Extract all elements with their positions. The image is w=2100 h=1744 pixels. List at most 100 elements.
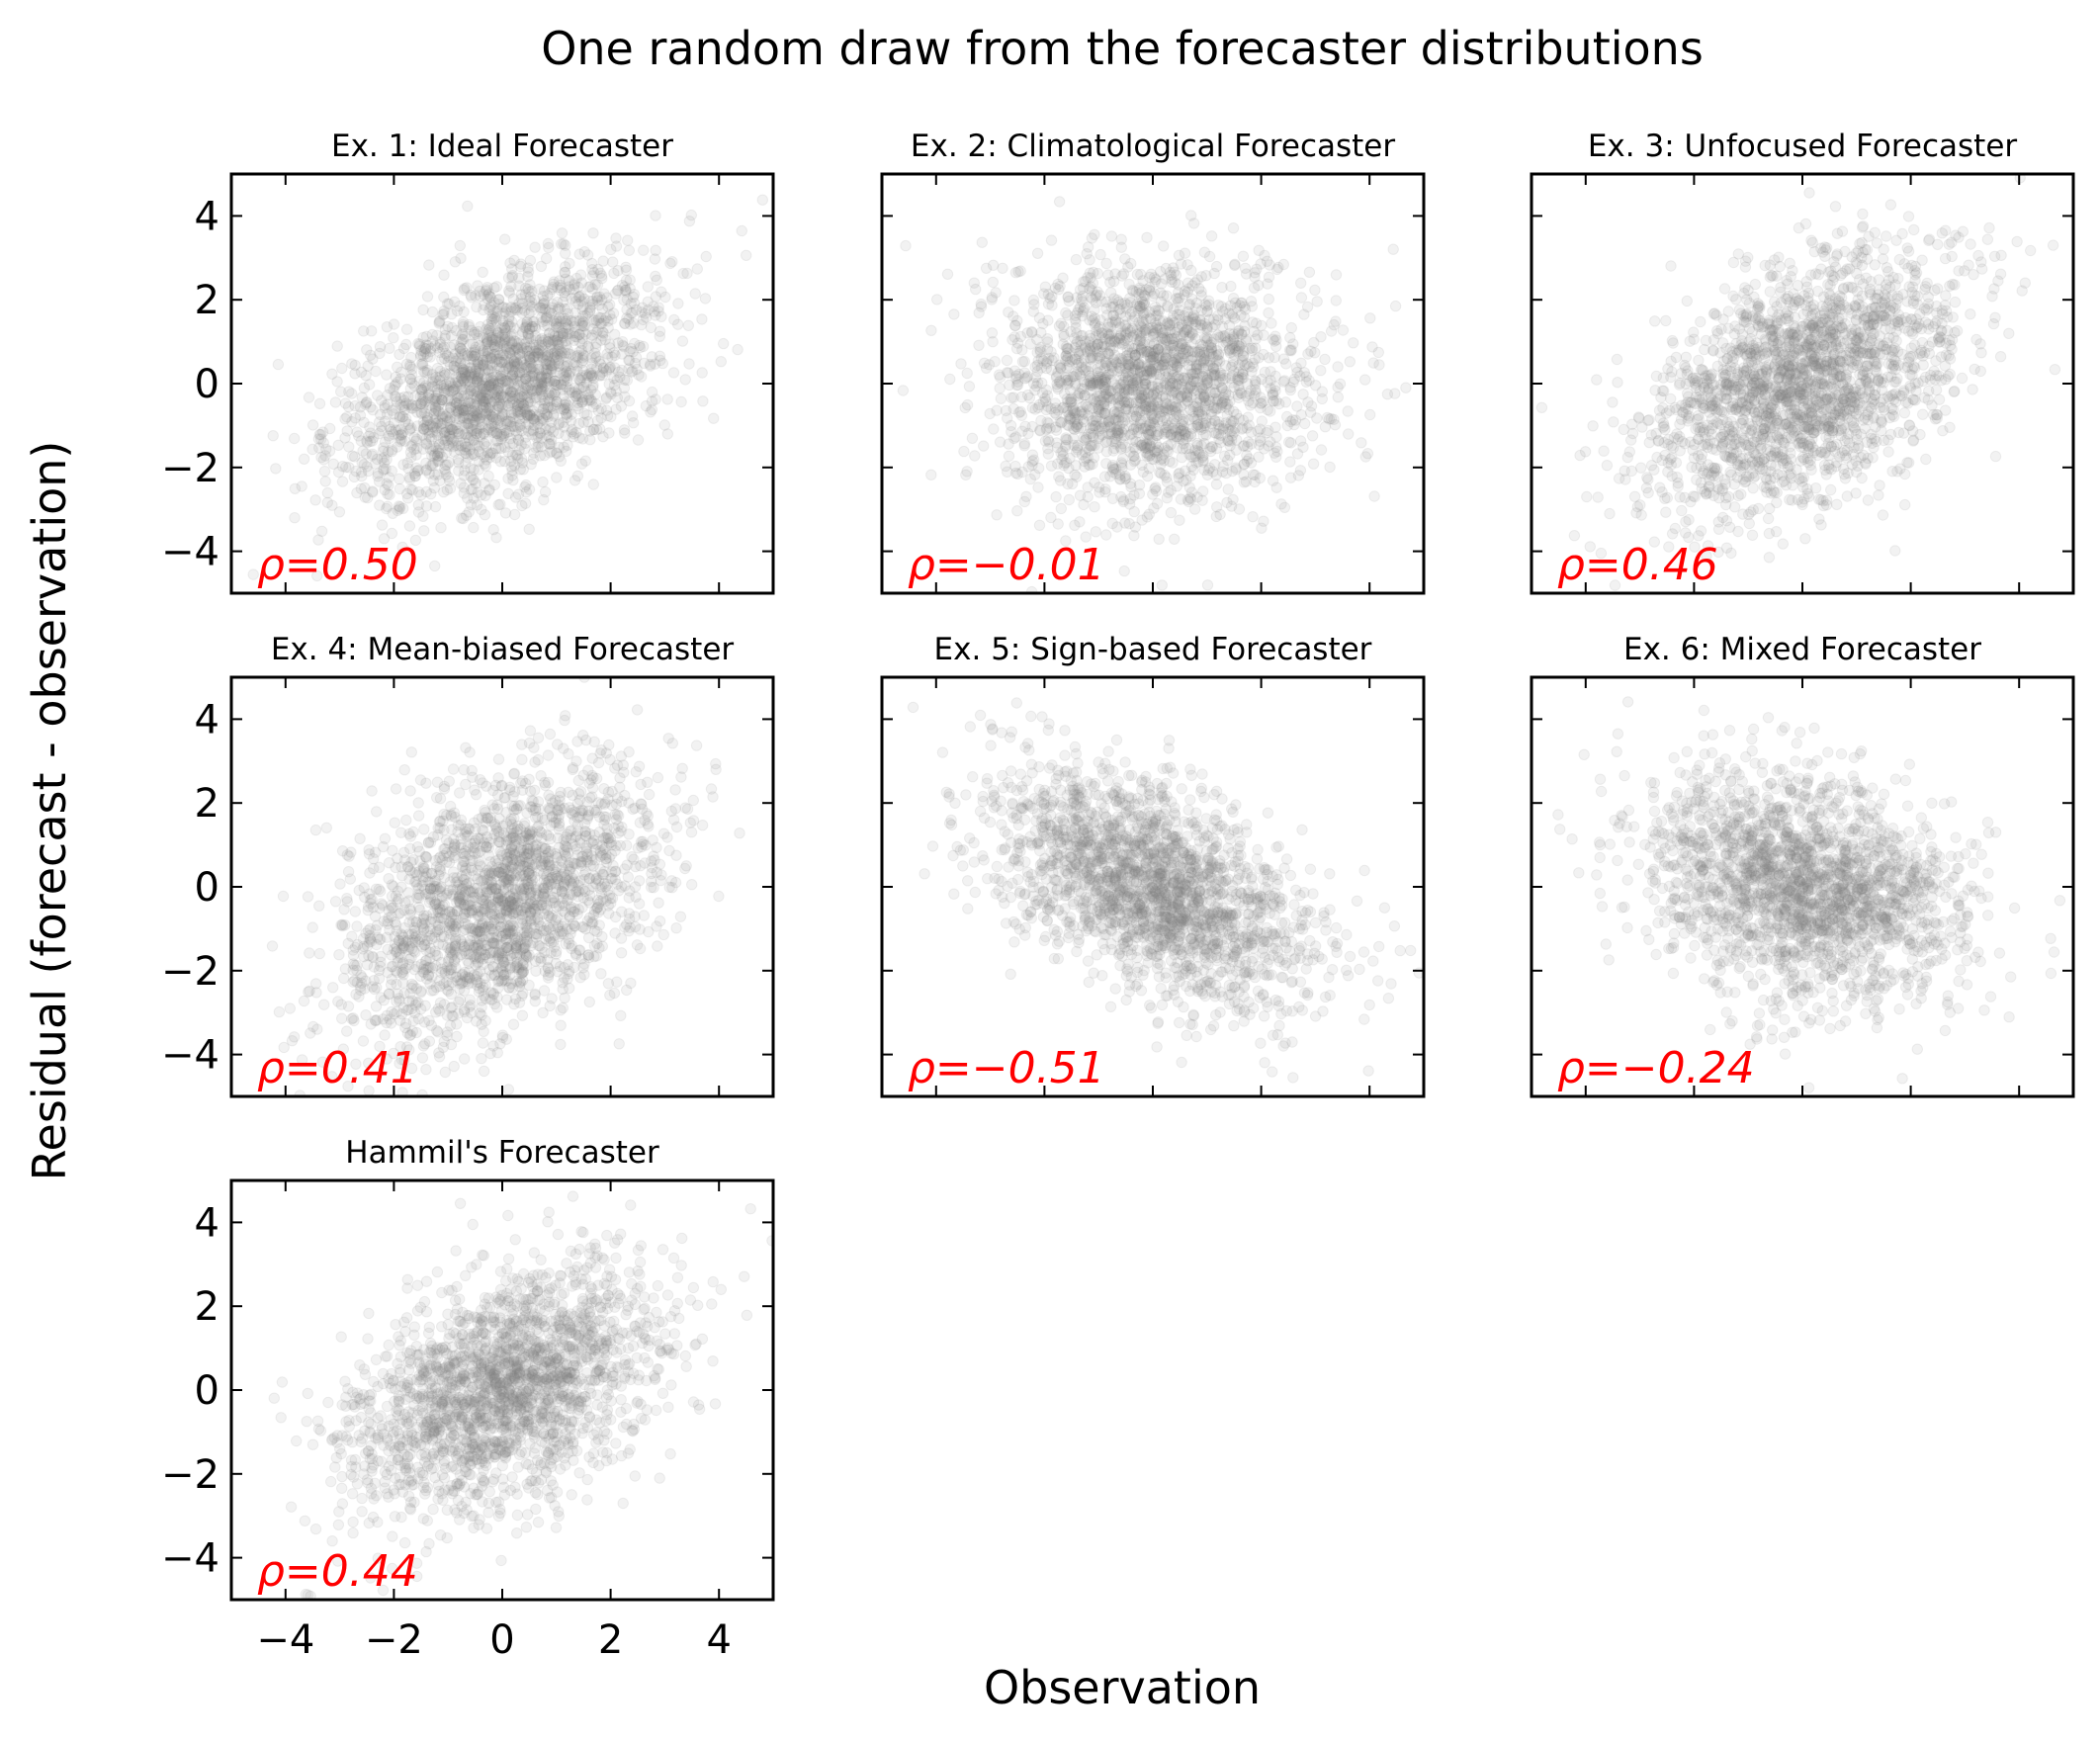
scatter-point	[1192, 392, 1205, 404]
scatter-point	[1055, 502, 1068, 515]
scatter-point	[397, 459, 409, 471]
scatter-point	[433, 317, 445, 329]
scatter-point	[530, 345, 542, 357]
scatter-point	[529, 320, 541, 332]
scatter-point	[409, 470, 421, 482]
scatter-point	[559, 266, 570, 279]
scatter-point	[542, 237, 555, 250]
scatter-point	[498, 302, 510, 313]
scatter-point	[576, 332, 588, 345]
scatter-point	[477, 377, 488, 389]
scatter-point	[1263, 440, 1274, 452]
scatter-point	[1058, 330, 1070, 343]
scatter-point	[1072, 418, 1084, 430]
scatter-point	[462, 349, 474, 361]
scatter-point	[628, 317, 640, 329]
scatter-point	[453, 377, 465, 389]
scatter-point	[1122, 384, 1135, 396]
scatter-point	[501, 375, 513, 388]
scatter-point	[439, 459, 452, 472]
scatter-point	[637, 340, 650, 353]
scatter-point	[1117, 268, 1130, 280]
scatter-point	[569, 278, 580, 290]
scatter-point	[604, 342, 616, 354]
scatter-point	[378, 442, 390, 454]
scatter-point	[472, 486, 483, 498]
scatter-point	[537, 303, 549, 314]
scatter-point	[535, 371, 548, 384]
scatter-point	[498, 430, 510, 442]
scatter-point	[441, 426, 453, 438]
scatter-point	[451, 305, 464, 317]
scatter-point	[1238, 325, 1251, 337]
scatter-point	[554, 367, 566, 379]
scatter-point	[491, 390, 504, 401]
scatter-point	[430, 390, 443, 401]
scatter-point	[555, 315, 567, 327]
scatter-point	[537, 476, 549, 488]
scatter-point	[336, 476, 349, 487]
scatter-point	[1078, 304, 1090, 316]
scatter-point	[540, 314, 552, 326]
scatter-point	[519, 359, 531, 371]
scatter-point	[604, 361, 616, 374]
scatter-point	[496, 356, 508, 369]
scatter-point	[478, 304, 489, 316]
scatter-point	[503, 335, 516, 347]
scatter-point	[1146, 381, 1158, 392]
scatter-point	[404, 446, 417, 459]
scatter-point	[481, 293, 493, 305]
scatter-point	[612, 366, 625, 378]
scatter-point	[610, 385, 622, 397]
scatter-point	[432, 399, 445, 411]
scatter-point	[324, 422, 336, 435]
scatter-point	[547, 302, 559, 313]
scatter-point	[1223, 344, 1235, 357]
scatter-point	[552, 379, 564, 392]
scatter-point	[1126, 384, 1139, 395]
scatter-point	[1073, 347, 1085, 359]
scatter-point	[1014, 405, 1026, 417]
scatter-point	[553, 338, 565, 350]
scatter-point	[465, 463, 477, 475]
scatter-point	[1172, 379, 1184, 391]
scatter-point	[538, 298, 551, 309]
scatter-point	[568, 316, 579, 328]
scatter-point	[512, 392, 524, 403]
scatter-point	[432, 387, 444, 398]
scatter-point	[1173, 349, 1184, 361]
scatter-point	[1050, 408, 1063, 420]
scatter-point	[459, 368, 472, 380]
scatter-point	[1162, 300, 1174, 311]
scatter-point	[449, 377, 461, 389]
scatter-point	[1227, 293, 1240, 305]
scatter-point	[1160, 397, 1172, 409]
scatter-point	[458, 487, 470, 499]
scatter-point	[470, 410, 481, 422]
scatter-point	[511, 405, 523, 417]
scatter-point	[619, 427, 631, 439]
scatter-point	[1194, 322, 1207, 334]
scatter-point	[1285, 344, 1297, 356]
scatter-point	[527, 368, 539, 380]
scatter-point	[477, 345, 489, 357]
scatter-point	[601, 409, 614, 422]
scatter-point	[481, 347, 494, 360]
scatter-point	[1099, 340, 1111, 353]
scatter-point	[421, 350, 434, 363]
scatter-point	[1141, 359, 1154, 372]
scatter-point	[519, 366, 531, 378]
scatter-point	[515, 453, 528, 465]
scatter-point	[390, 379, 401, 391]
scatter-point	[418, 377, 430, 389]
scatter-point	[537, 345, 549, 357]
scatter-point	[511, 357, 524, 370]
scatter-point	[389, 391, 400, 402]
scatter-point	[496, 407, 508, 420]
scatter-point	[493, 397, 505, 409]
scatter-point	[398, 391, 410, 403]
scatter-point	[576, 354, 589, 367]
scatter-point	[524, 356, 536, 368]
scatter-point	[1271, 263, 1283, 276]
